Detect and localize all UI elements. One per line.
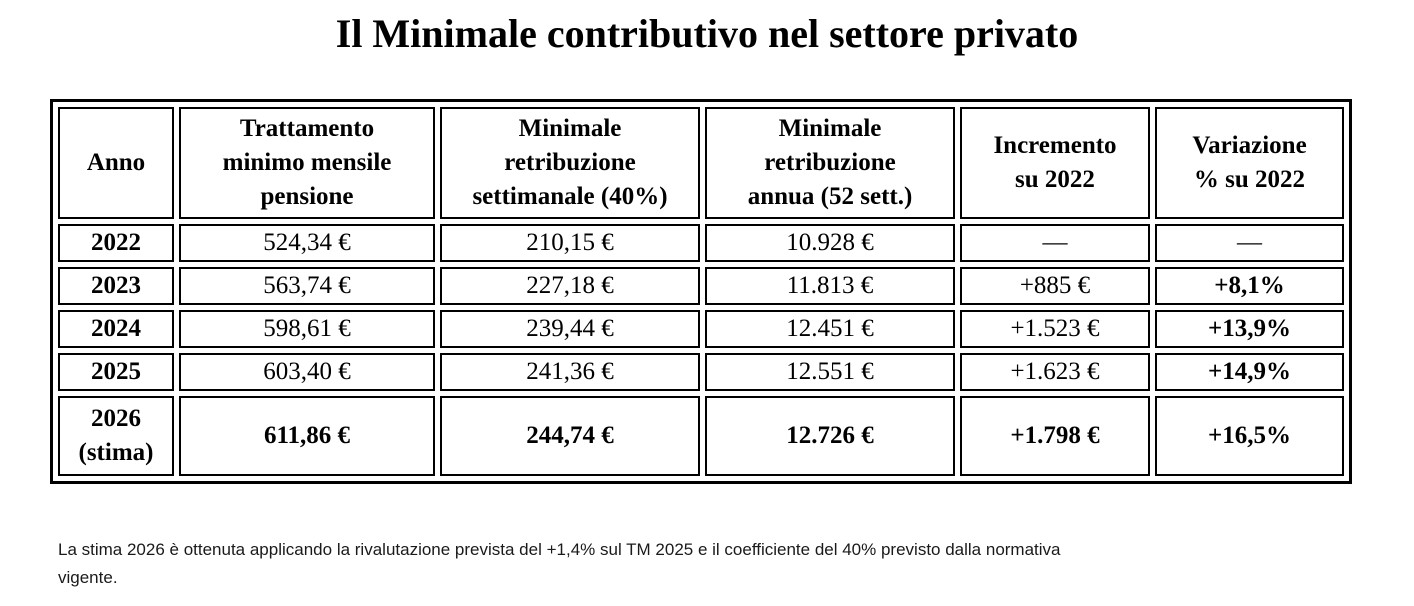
- table-container: Anno Trattamento minimo mensile pensione…: [50, 99, 1352, 484]
- cell-incremento: +1.623 €: [960, 353, 1150, 391]
- cell-variazione: +8,1%: [1155, 267, 1344, 305]
- cell-minimale-settimanale: 241,36 €: [440, 353, 700, 391]
- cell-trattamento-minimo: 524,34 €: [179, 224, 435, 262]
- cell-trattamento-minimo: 611,86 €: [179, 396, 435, 476]
- column-header-variazione: Variazione % su 2022: [1155, 107, 1344, 219]
- cell-anno: 2022: [58, 224, 174, 262]
- table-row-2025: 2025 603,40 € 241,36 € 12.551 € +1.623 €…: [58, 353, 1344, 391]
- table-row-2024: 2024 598,61 € 239,44 € 12.451 € +1.523 €…: [58, 310, 1344, 348]
- cell-minimale-annua: 12.551 €: [705, 353, 955, 391]
- cell-anno: 2025: [58, 353, 174, 391]
- header-row: Anno Trattamento minimo mensile pensione…: [58, 107, 1344, 219]
- cell-minimale-settimanale: 227,18 €: [440, 267, 700, 305]
- table-row-2023: 2023 563,74 € 227,18 € 11.813 € +885 € +…: [58, 267, 1344, 305]
- cell-minimale-annua: 11.813 €: [705, 267, 955, 305]
- cell-variazione: +14,9%: [1155, 353, 1344, 391]
- cell-minimale-annua: 10.928 €: [705, 224, 955, 262]
- cell-variazione: +13,9%: [1155, 310, 1344, 348]
- cell-trattamento-minimo: 598,61 €: [179, 310, 435, 348]
- cell-anno: 2024: [58, 310, 174, 348]
- cell-anno: 2023: [58, 267, 174, 305]
- cell-anno: 2026 (stima): [58, 396, 174, 476]
- cell-incremento: +885 €: [960, 267, 1150, 305]
- column-header-trattamento-minimo: Trattamento minimo mensile pensione: [179, 107, 435, 219]
- cell-minimale-settimanale: 210,15 €: [440, 224, 700, 262]
- column-header-minimale-settimanale: Minimale retribuzione settimanale (40%): [440, 107, 700, 219]
- cell-trattamento-minimo: 563,74 €: [179, 267, 435, 305]
- cell-incremento: +1.798 €: [960, 396, 1150, 476]
- cell-minimale-annua: 12.726 €: [705, 396, 955, 476]
- column-header-minimale-annua: Minimale retribuzione annua (52 sett.): [705, 107, 955, 219]
- minimale-contributivo-table: Anno Trattamento minimo mensile pensione…: [50, 99, 1352, 484]
- table-row-2022: 2022 524,34 € 210,15 € 10.928 € — —: [58, 224, 1344, 262]
- cell-incremento: +1.523 €: [960, 310, 1150, 348]
- cell-minimale-annua: 12.451 €: [705, 310, 955, 348]
- cell-variazione: —: [1155, 224, 1344, 262]
- column-header-anno: Anno: [58, 107, 174, 219]
- footnote: La stima 2026 è ottenuta applicando la r…: [58, 540, 1061, 588]
- page-title: Il Minimale contributivo nel settore pri…: [335, 11, 1079, 56]
- cell-incremento: —: [960, 224, 1150, 262]
- cell-variazione: +16,5%: [1155, 396, 1344, 476]
- table-row-2026-stima: 2026 (stima) 611,86 € 244,74 € 12.726 € …: [58, 396, 1344, 476]
- cell-minimale-settimanale: 239,44 €: [440, 310, 700, 348]
- cell-trattamento-minimo: 603,40 €: [179, 353, 435, 391]
- column-header-incremento: Incremento su 2022: [960, 107, 1150, 219]
- cell-minimale-settimanale: 244,74 €: [440, 396, 700, 476]
